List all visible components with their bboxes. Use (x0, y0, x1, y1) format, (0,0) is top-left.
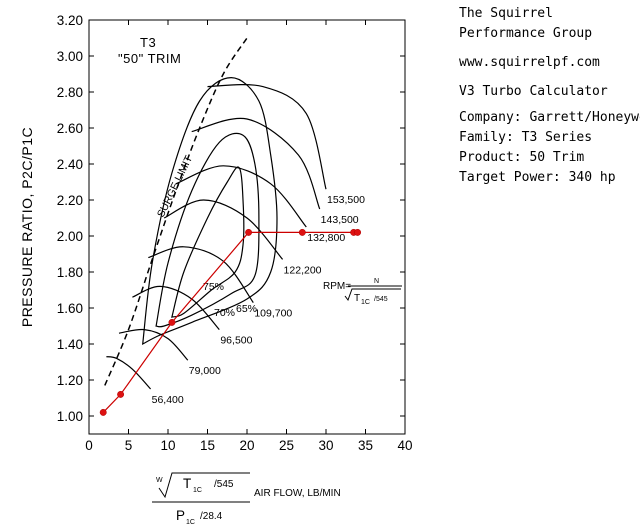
x-label-p-sub: 1C (186, 519, 195, 525)
y-axis-label: PRESSURE RATIO, P2C/P1C (19, 127, 35, 327)
target-power-line: Target Power: 340 hp (459, 170, 616, 185)
x-label-p-tail: /28.4 (200, 511, 223, 522)
x-label-t-sub: 1C (193, 487, 202, 494)
y-tick-label: 3.20 (57, 13, 83, 28)
speed-line-label: 109,700 (254, 308, 292, 320)
x-tick-label: 20 (239, 438, 254, 453)
y-tick-label: 2.80 (57, 85, 83, 100)
info-panel: The Squirrel Performance Group www.squir… (459, 4, 640, 188)
y-tick-label: 2.00 (57, 229, 83, 244)
chart-title-line1: T3 (140, 35, 156, 50)
speed-lines: 56,400 79,000 96,500 109,700 122,200 132,800 1… (106, 84, 365, 406)
efficiency-label: 65% (236, 303, 257, 315)
rpm-den-tail: /545 (374, 296, 388, 303)
y-tick-label: 1.20 (57, 373, 83, 388)
operating-point (99, 408, 107, 416)
operating-line (102, 231, 358, 413)
y-tick-label: 3.00 (57, 49, 83, 64)
operating-point (245, 228, 253, 236)
rpm-formula-lhs: RPM= (323, 281, 351, 292)
y-tick-label: 1.60 (57, 301, 83, 316)
y-tick-label: 1.00 (57, 409, 83, 424)
y-tick-label: 1.40 (57, 337, 83, 352)
speed-line-label: 132,800 (307, 232, 345, 244)
operating-points (99, 228, 362, 416)
x-label-t-tail: /545 (214, 479, 234, 490)
speed-line-label: 122,200 (284, 264, 322, 276)
group-name-line2: Performance Group (459, 26, 593, 41)
y-tick-label: 2.20 (57, 193, 83, 208)
x-label-t: T (183, 476, 191, 491)
operating-point (298, 228, 306, 236)
x-axis-label: W T 1C /545 AIR FLOW, LB/MIN P 1C /28.4 (152, 472, 341, 525)
website-text: www.squirrelpf.com (459, 55, 600, 70)
x-tick-label: 5 (125, 438, 133, 453)
efficiency-island (155, 132, 260, 328)
efficiency-label: 70% (214, 307, 235, 319)
x-tick-label: 25 (279, 438, 294, 453)
speed-line-label: 153,500 (327, 194, 365, 206)
chart-title-line2: "50" TRIM (118, 51, 181, 66)
speed-line (163, 199, 284, 260)
rpm-den-t: T (354, 293, 360, 304)
y-tick-label: 2.60 (57, 121, 83, 136)
operating-point (117, 390, 125, 398)
speed-line (148, 246, 254, 303)
x-label-sqrt-sign (158, 472, 250, 499)
y-tick-label: 2.40 (57, 157, 83, 172)
x-tick-label: 10 (160, 438, 175, 453)
x-tick-label: 40 (397, 438, 412, 453)
axis-ticks: 1.00 1.20 1.40 1.60 1.80 2.00 2.20 2.40 2.60 2.80… (57, 13, 413, 453)
calculator-title: V3 Turbo Calculator (459, 84, 608, 99)
speed-line-label: 96,500 (220, 335, 252, 347)
rpm-sqrt-sign (344, 288, 401, 302)
operating-point (168, 318, 176, 326)
x-label-w: W (156, 477, 163, 484)
speed-line-label: 143,500 (321, 214, 359, 226)
x-tick-label: 30 (318, 438, 333, 453)
x-label-units: AIR FLOW, LB/MIN (254, 488, 341, 499)
x-label-p: P (176, 508, 185, 523)
speed-line-label: 56,400 (152, 394, 184, 406)
y-tick-label: 1.80 (57, 265, 83, 280)
group-name-line1: The Squirrel (459, 6, 553, 21)
operating-point (354, 228, 362, 236)
speed-line (106, 356, 152, 390)
company-line: Company: Garrett/Honeywell (459, 110, 640, 125)
speed-line-label: 79,000 (189, 365, 221, 377)
product-line: Product: 50 Trim (459, 150, 585, 165)
x-tick-label: 15 (200, 438, 215, 453)
efficiency-label: 75% (203, 281, 224, 293)
family-line: Family: T3 Series (459, 130, 593, 145)
speed-line (191, 117, 321, 210)
rpm-formula: RPM= N T 1C /545 (323, 278, 402, 306)
rpm-den-sub: 1C (361, 299, 370, 306)
speed-line (175, 165, 307, 228)
speed-line (207, 84, 327, 190)
efficiency-island (171, 166, 245, 318)
x-tick-label: 35 (358, 438, 373, 453)
efficiency-islands: 75% 70% 65% (141, 76, 278, 346)
surge-limit-line (104, 37, 248, 386)
speed-line (118, 328, 189, 361)
efficiency-island (141, 76, 278, 346)
x-tick-label: 0 (85, 438, 93, 453)
rpm-formula-num: N (374, 278, 379, 285)
speed-line (132, 285, 220, 331)
